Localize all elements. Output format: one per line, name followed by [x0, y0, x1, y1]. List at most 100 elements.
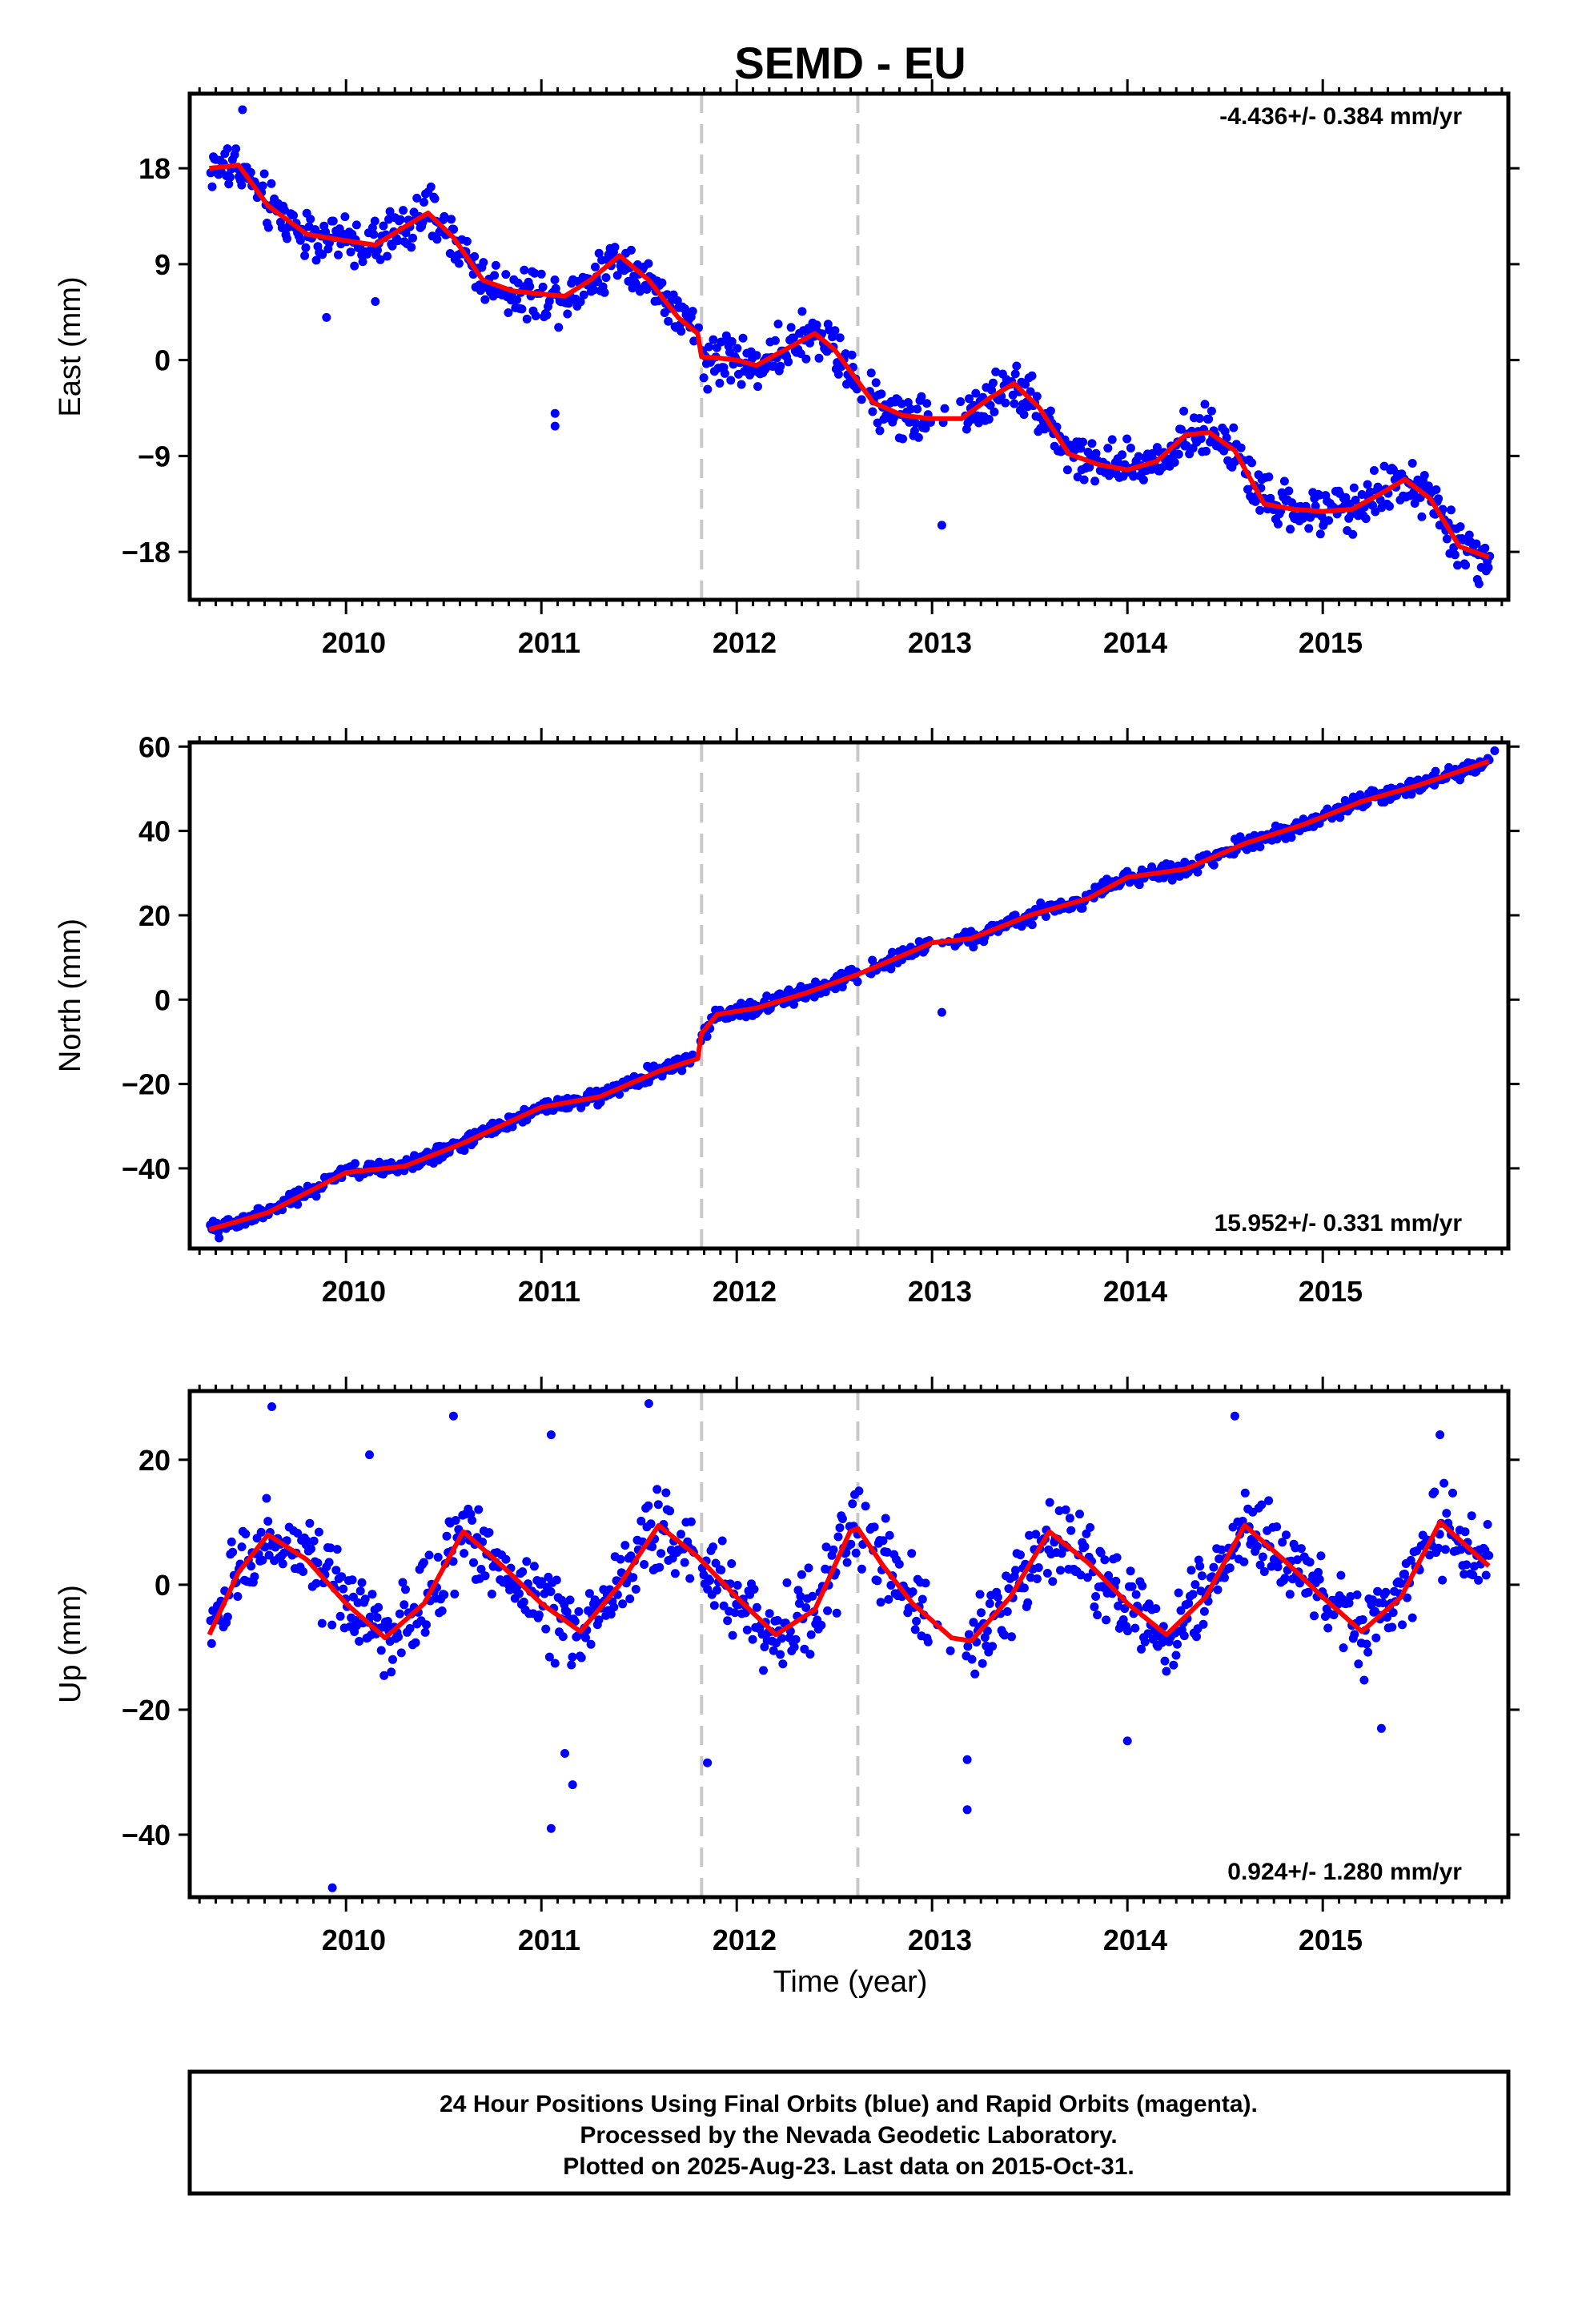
up-data-point	[846, 1539, 856, 1549]
east-data-point	[1001, 398, 1010, 408]
east-data-point	[479, 258, 488, 267]
up-data-point	[314, 1527, 323, 1537]
up-data-point	[907, 1549, 917, 1558]
up-data-point	[797, 1570, 806, 1579]
east-data-point	[1361, 514, 1371, 524]
east-data-point	[1174, 449, 1183, 459]
east-data-point	[449, 224, 459, 234]
north-xtick-label: 2010	[322, 1275, 386, 1308]
up-data-point	[1387, 1622, 1397, 1632]
up-data-point	[1080, 1542, 1090, 1551]
up-data-point	[1061, 1505, 1070, 1514]
up-data-point	[978, 1659, 987, 1668]
up-data-point	[379, 1671, 389, 1680]
up-data-point	[576, 1653, 586, 1663]
north-data-point	[508, 1122, 517, 1132]
east-panel: 18 9 0 −9 −18 2010 2011 2012 2013 2014 2015 East (m…	[54, 79, 1520, 659]
east-data-point	[432, 235, 442, 244]
north-rate-label: 15.952+/- 0.331 mm/yr	[1215, 1210, 1463, 1236]
up-data-point	[355, 1637, 364, 1646]
up-data-point	[396, 1648, 406, 1658]
east-data-point	[520, 265, 529, 275]
up-data-point	[1160, 1656, 1170, 1666]
east-data-point	[715, 379, 725, 388]
up-data-point	[278, 1559, 287, 1569]
east-data-point	[657, 278, 667, 287]
east-data-point	[1046, 406, 1055, 416]
up-data-point	[263, 1517, 273, 1526]
up-data-point	[748, 1634, 757, 1644]
east-outlier-point	[371, 297, 380, 306]
east-data-point	[812, 320, 821, 330]
north-outlier-point	[937, 1007, 946, 1017]
up-data-point	[1102, 1615, 1111, 1625]
east-data-point	[990, 407, 999, 416]
up-data-point	[1280, 1574, 1290, 1583]
up-data-point	[1188, 1590, 1198, 1599]
east-data-point	[522, 314, 532, 324]
up-data-point	[562, 1607, 572, 1617]
east-data-point	[889, 413, 898, 423]
east-data-point	[1032, 392, 1042, 401]
up-data-point	[1448, 1488, 1457, 1498]
up-data-point	[882, 1547, 892, 1557]
up-data-point	[759, 1666, 768, 1675]
east-data-point	[738, 333, 748, 343]
up-data-point	[1462, 1560, 1472, 1570]
up-data-point	[881, 1514, 890, 1523]
up-data-point	[355, 1586, 365, 1596]
up-data-point	[1179, 1631, 1189, 1641]
footer-line-1: 24 Hour Positions Using Final Orbits (bl…	[440, 2091, 1258, 2117]
up-data-point	[450, 1590, 460, 1598]
north-ytick-label: 0	[155, 983, 171, 1016]
east-data-point	[835, 333, 845, 343]
east-data-point	[688, 307, 697, 316]
north-data-point	[1431, 766, 1440, 776]
up-data-point	[501, 1554, 511, 1564]
up-data-point	[733, 1581, 742, 1590]
east-data-point	[512, 295, 522, 304]
up-data-point	[713, 1586, 721, 1595]
east-data-point	[1417, 512, 1427, 521]
north-data-point	[853, 977, 862, 987]
east-xtick-label: 2013	[908, 626, 972, 659]
up-data-point	[625, 1594, 635, 1603]
east-ytick-label: 18	[139, 152, 171, 185]
up-xtick-label: 2010	[322, 1924, 386, 1956]
east-data-point	[699, 373, 709, 383]
east-data-point	[589, 285, 599, 295]
east-fit-line	[208, 163, 1490, 560]
up-data-point	[1138, 1581, 1147, 1590]
east-data-point	[373, 246, 382, 255]
east-data-point	[965, 394, 974, 404]
east-data-point	[1247, 458, 1256, 468]
up-data-point	[594, 1615, 604, 1625]
up-data-point	[1315, 1574, 1324, 1584]
up-outlier-point	[448, 1411, 458, 1421]
up-data-point	[917, 1594, 927, 1604]
east-data-point	[440, 211, 449, 221]
up-data-point	[1023, 1598, 1033, 1607]
east-data-point	[1200, 400, 1210, 409]
up-data-point	[519, 1597, 528, 1606]
east-data-point	[773, 320, 783, 329]
east-data-point	[300, 251, 310, 260]
east-outlier-point	[238, 105, 247, 115]
east-data-point	[805, 338, 814, 348]
up-data-point	[309, 1536, 319, 1546]
up-data-point	[1282, 1530, 1291, 1540]
east-data-point	[370, 216, 379, 226]
east-data-point	[797, 307, 807, 316]
up-data-point	[1016, 1550, 1025, 1560]
up-outlier-point	[546, 1823, 556, 1833]
up-data-point	[1352, 1590, 1362, 1599]
north-data-point	[702, 1031, 712, 1041]
east-data-point	[513, 278, 523, 287]
east-data-point	[1129, 472, 1138, 481]
up-data-point	[1430, 1487, 1439, 1497]
east-data-point	[321, 227, 331, 237]
up-data-point	[1252, 1542, 1262, 1551]
up-data-point	[515, 1589, 524, 1598]
up-data-point	[262, 1494, 271, 1503]
